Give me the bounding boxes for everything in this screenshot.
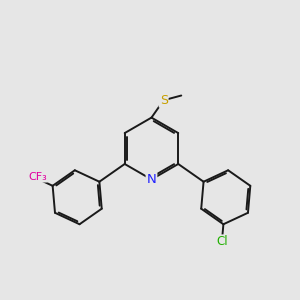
Text: CF₃: CF₃: [28, 172, 47, 182]
Text: N: N: [147, 173, 156, 186]
Text: S: S: [160, 94, 168, 107]
Text: Cl: Cl: [216, 235, 228, 248]
